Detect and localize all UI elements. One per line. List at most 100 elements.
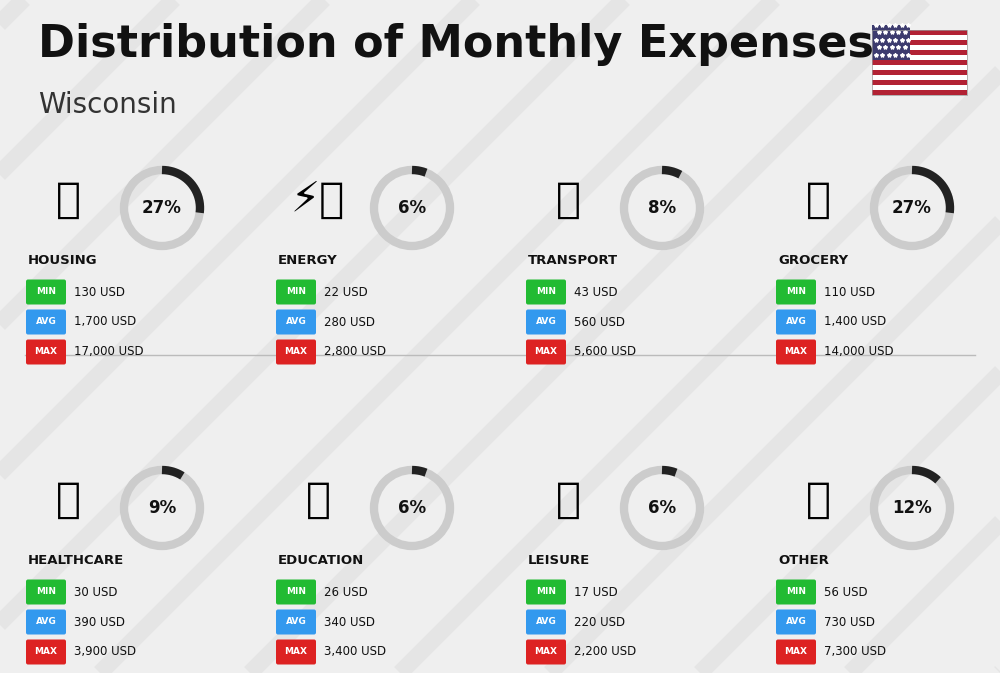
FancyBboxPatch shape bbox=[526, 279, 566, 304]
Text: 17 USD: 17 USD bbox=[574, 586, 618, 598]
Text: 8%: 8% bbox=[648, 199, 676, 217]
FancyBboxPatch shape bbox=[872, 45, 967, 50]
Text: Distribution of Monthly Expenses: Distribution of Monthly Expenses bbox=[38, 24, 874, 67]
Text: MIN: MIN bbox=[786, 287, 806, 297]
FancyBboxPatch shape bbox=[526, 610, 566, 635]
Text: MAX: MAX bbox=[534, 347, 557, 357]
FancyBboxPatch shape bbox=[26, 579, 66, 604]
Text: MIN: MIN bbox=[36, 287, 56, 297]
Text: MAX: MAX bbox=[784, 347, 807, 357]
FancyBboxPatch shape bbox=[872, 85, 967, 90]
FancyBboxPatch shape bbox=[872, 55, 967, 60]
FancyBboxPatch shape bbox=[872, 90, 967, 95]
Text: 🚌: 🚌 bbox=[556, 179, 580, 221]
FancyBboxPatch shape bbox=[776, 639, 816, 664]
Text: MIN: MIN bbox=[36, 588, 56, 596]
Text: 5,600 USD: 5,600 USD bbox=[574, 345, 636, 359]
Text: 1,400 USD: 1,400 USD bbox=[824, 316, 886, 328]
Text: 9%: 9% bbox=[148, 499, 176, 517]
FancyBboxPatch shape bbox=[276, 310, 316, 334]
Text: 30 USD: 30 USD bbox=[74, 586, 118, 598]
Text: 220 USD: 220 USD bbox=[574, 616, 625, 629]
Text: 6%: 6% bbox=[398, 499, 426, 517]
Text: ⚡🏠: ⚡🏠 bbox=[291, 179, 345, 221]
Text: 🛍: 🛍 bbox=[556, 479, 580, 521]
FancyBboxPatch shape bbox=[872, 30, 967, 35]
Text: 🏢: 🏢 bbox=[56, 179, 81, 221]
FancyBboxPatch shape bbox=[872, 60, 967, 65]
Text: MAX: MAX bbox=[784, 647, 807, 656]
Text: GROCERY: GROCERY bbox=[778, 254, 848, 267]
Text: 3,400 USD: 3,400 USD bbox=[324, 645, 386, 658]
Text: EDUCATION: EDUCATION bbox=[278, 553, 364, 567]
Text: 22 USD: 22 USD bbox=[324, 285, 368, 299]
FancyBboxPatch shape bbox=[26, 279, 66, 304]
Text: 340 USD: 340 USD bbox=[324, 616, 375, 629]
FancyBboxPatch shape bbox=[276, 639, 316, 664]
Text: 🛒: 🛒 bbox=[806, 179, 830, 221]
Text: OTHER: OTHER bbox=[778, 553, 829, 567]
Text: AVG: AVG bbox=[786, 618, 806, 627]
Text: 💰: 💰 bbox=[806, 479, 830, 521]
Text: 27%: 27% bbox=[142, 199, 182, 217]
Text: 🎓: 🎓 bbox=[306, 479, 330, 521]
Text: 7,300 USD: 7,300 USD bbox=[824, 645, 886, 658]
Text: MIN: MIN bbox=[536, 588, 556, 596]
Text: 280 USD: 280 USD bbox=[324, 316, 375, 328]
FancyBboxPatch shape bbox=[872, 35, 967, 40]
FancyBboxPatch shape bbox=[276, 339, 316, 365]
Text: MAX: MAX bbox=[534, 647, 557, 656]
Text: MAX: MAX bbox=[35, 647, 58, 656]
Text: 130 USD: 130 USD bbox=[74, 285, 125, 299]
Text: 26 USD: 26 USD bbox=[324, 586, 368, 598]
Text: 56 USD: 56 USD bbox=[824, 586, 868, 598]
FancyBboxPatch shape bbox=[526, 579, 566, 604]
Text: HOUSING: HOUSING bbox=[28, 254, 98, 267]
FancyBboxPatch shape bbox=[26, 339, 66, 365]
Text: Wisconsin: Wisconsin bbox=[38, 91, 177, 119]
FancyBboxPatch shape bbox=[872, 80, 967, 85]
Text: AVG: AVG bbox=[36, 318, 56, 326]
Text: AVG: AVG bbox=[786, 318, 806, 326]
Text: 3,900 USD: 3,900 USD bbox=[74, 645, 136, 658]
Text: 17,000 USD: 17,000 USD bbox=[74, 345, 144, 359]
Text: 730 USD: 730 USD bbox=[824, 616, 875, 629]
FancyBboxPatch shape bbox=[776, 579, 816, 604]
FancyBboxPatch shape bbox=[872, 50, 967, 55]
FancyBboxPatch shape bbox=[776, 279, 816, 304]
Text: LEISURE: LEISURE bbox=[528, 553, 590, 567]
Text: 110 USD: 110 USD bbox=[824, 285, 875, 299]
Text: MAX: MAX bbox=[35, 347, 58, 357]
Text: MIN: MIN bbox=[286, 287, 306, 297]
Text: AVG: AVG bbox=[536, 318, 556, 326]
FancyBboxPatch shape bbox=[526, 310, 566, 334]
Text: TRANSPORT: TRANSPORT bbox=[528, 254, 618, 267]
Text: 💓: 💓 bbox=[56, 479, 81, 521]
FancyBboxPatch shape bbox=[276, 279, 316, 304]
FancyBboxPatch shape bbox=[26, 310, 66, 334]
FancyBboxPatch shape bbox=[276, 579, 316, 604]
FancyBboxPatch shape bbox=[276, 610, 316, 635]
Text: MIN: MIN bbox=[536, 287, 556, 297]
Text: AVG: AVG bbox=[286, 318, 306, 326]
FancyBboxPatch shape bbox=[776, 339, 816, 365]
Text: HEALTHCARE: HEALTHCARE bbox=[28, 553, 124, 567]
FancyBboxPatch shape bbox=[872, 40, 967, 45]
Text: 14,000 USD: 14,000 USD bbox=[824, 345, 894, 359]
FancyBboxPatch shape bbox=[776, 610, 816, 635]
Text: 390 USD: 390 USD bbox=[74, 616, 125, 629]
Text: MIN: MIN bbox=[786, 588, 806, 596]
Text: AVG: AVG bbox=[536, 618, 556, 627]
Text: 560 USD: 560 USD bbox=[574, 316, 625, 328]
Text: 2,800 USD: 2,800 USD bbox=[324, 345, 386, 359]
FancyBboxPatch shape bbox=[776, 310, 816, 334]
FancyBboxPatch shape bbox=[526, 639, 566, 664]
FancyBboxPatch shape bbox=[526, 339, 566, 365]
FancyBboxPatch shape bbox=[872, 25, 910, 60]
FancyBboxPatch shape bbox=[872, 65, 967, 70]
Text: ENERGY: ENERGY bbox=[278, 254, 338, 267]
FancyBboxPatch shape bbox=[26, 639, 66, 664]
Text: 12%: 12% bbox=[892, 499, 932, 517]
Text: AVG: AVG bbox=[286, 618, 306, 627]
Text: 2,200 USD: 2,200 USD bbox=[574, 645, 636, 658]
